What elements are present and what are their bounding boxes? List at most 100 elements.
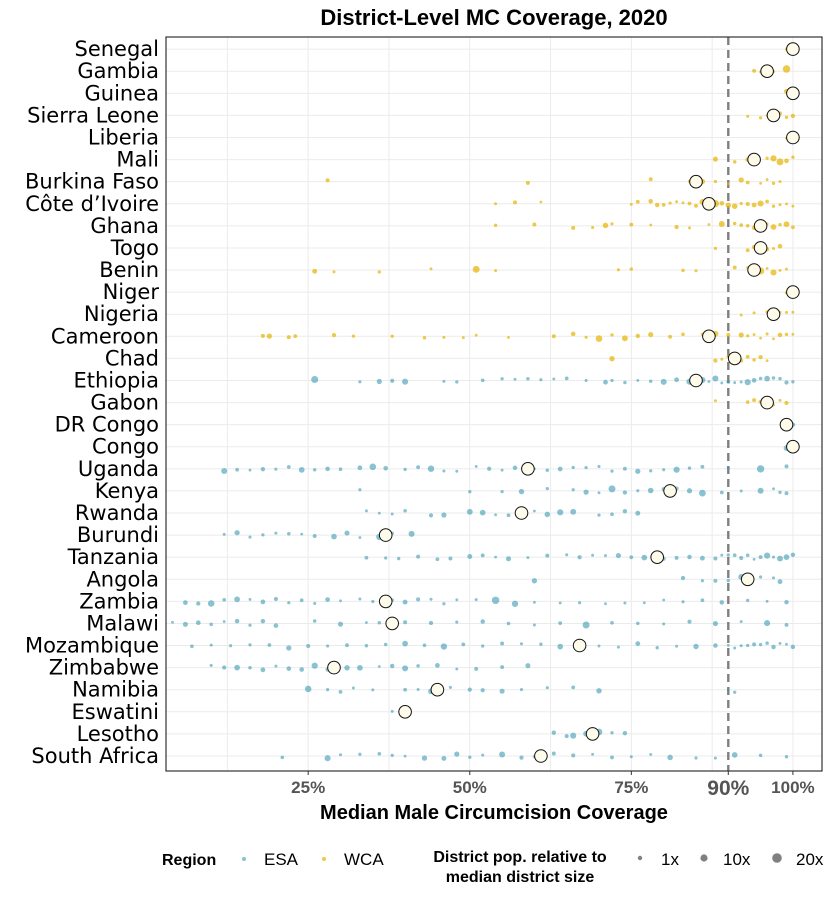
district-point: [602, 222, 609, 229]
district-point: [662, 622, 666, 626]
district-point: [266, 333, 272, 339]
district-point: [584, 465, 588, 470]
district-point: [777, 579, 783, 585]
country-label: Rwanda: [75, 501, 159, 525]
district-point: [274, 531, 278, 535]
district-point: [286, 335, 291, 340]
district-point: [771, 181, 776, 186]
district-point: [726, 380, 731, 384]
district-point: [461, 336, 465, 340]
country-label: Mali: [116, 148, 159, 172]
district-point: [331, 533, 337, 540]
district-point: [791, 332, 795, 336]
district-point: [707, 380, 711, 383]
median-point: [689, 174, 703, 189]
district-point: [325, 178, 330, 183]
grid: [166, 37, 822, 771]
median-point: [398, 705, 412, 719]
district-point: [364, 509, 368, 513]
district-point: [759, 181, 763, 185]
district-point: [324, 755, 331, 762]
district-point: [597, 464, 601, 469]
district-point: [745, 248, 750, 253]
district-point: [790, 113, 796, 119]
district-point: [712, 375, 719, 382]
district-point: [466, 508, 473, 515]
district-point: [435, 663, 440, 668]
country-label: Senegal: [74, 37, 159, 61]
district-point: [687, 554, 692, 560]
district-point: [732, 160, 737, 164]
district-point: [519, 688, 524, 692]
district-point: [791, 380, 795, 384]
district-point: [582, 621, 590, 629]
country-label: Chad: [105, 346, 159, 370]
district-point: [558, 601, 562, 605]
district-point: [442, 602, 446, 606]
district-point: [758, 354, 763, 360]
district-point: [384, 556, 388, 560]
district-point: [720, 357, 724, 361]
district-point: [784, 115, 789, 119]
median-point: [766, 307, 781, 322]
district-point: [513, 377, 517, 381]
district-point: [752, 398, 757, 403]
district-point: [578, 601, 582, 605]
country-label: Eswatini: [72, 700, 159, 724]
district-point: [518, 488, 525, 495]
district-point: [532, 222, 537, 227]
district-point: [610, 620, 614, 625]
district-point: [358, 597, 362, 601]
district-point: [713, 556, 718, 561]
district-point: [765, 266, 769, 270]
district-point: [778, 203, 782, 207]
country-label: Malawi: [86, 611, 159, 635]
district-point: [636, 621, 640, 626]
median-point: [753, 219, 768, 233]
district-point: [551, 730, 556, 735]
district-point: [171, 620, 174, 624]
legend-size-1x: [637, 855, 643, 861]
district-point: [713, 756, 717, 760]
district-point: [571, 685, 576, 690]
district-point: [500, 377, 504, 381]
district-point: [402, 640, 408, 647]
district-point: [539, 200, 543, 204]
district-point: [545, 468, 550, 472]
district-point: [726, 333, 731, 337]
district-point: [713, 578, 718, 583]
country-label: Guinea: [84, 81, 159, 105]
country-label: Ethiopia: [73, 369, 159, 393]
country-label: Cameroon: [51, 324, 159, 348]
legend-size-title-line2: median district size: [446, 869, 595, 886]
country-label: Angola: [86, 567, 159, 591]
district-point: [519, 642, 524, 646]
country-label: Mozambique: [25, 634, 159, 658]
district-point: [765, 641, 769, 645]
district-point: [207, 600, 215, 607]
x-axis-label: Median Male Circumcision Coverage: [320, 802, 668, 824]
district-point: [771, 204, 776, 208]
country-label: Kenya: [95, 479, 159, 503]
district-point: [403, 508, 407, 513]
district-point: [499, 688, 505, 694]
district-point: [539, 378, 543, 382]
district-point: [326, 644, 330, 648]
district-point: [358, 380, 362, 384]
country-label: Niger: [103, 280, 160, 304]
district-point: [694, 203, 698, 208]
legend-size-title-line1: District pop. relative to: [433, 849, 607, 866]
district-point: [733, 690, 737, 694]
district-point: [344, 530, 350, 536]
district-point: [287, 601, 291, 605]
district-point: [772, 576, 775, 580]
district-point: [408, 530, 415, 537]
district-point: [371, 599, 375, 604]
district-point: [221, 468, 228, 474]
district-point: [583, 489, 589, 495]
district-point: [694, 269, 698, 273]
district-point: [557, 643, 563, 650]
district-point: [371, 688, 375, 692]
legend-size-1x-label: 1x: [661, 850, 679, 869]
district-point: [234, 664, 240, 671]
